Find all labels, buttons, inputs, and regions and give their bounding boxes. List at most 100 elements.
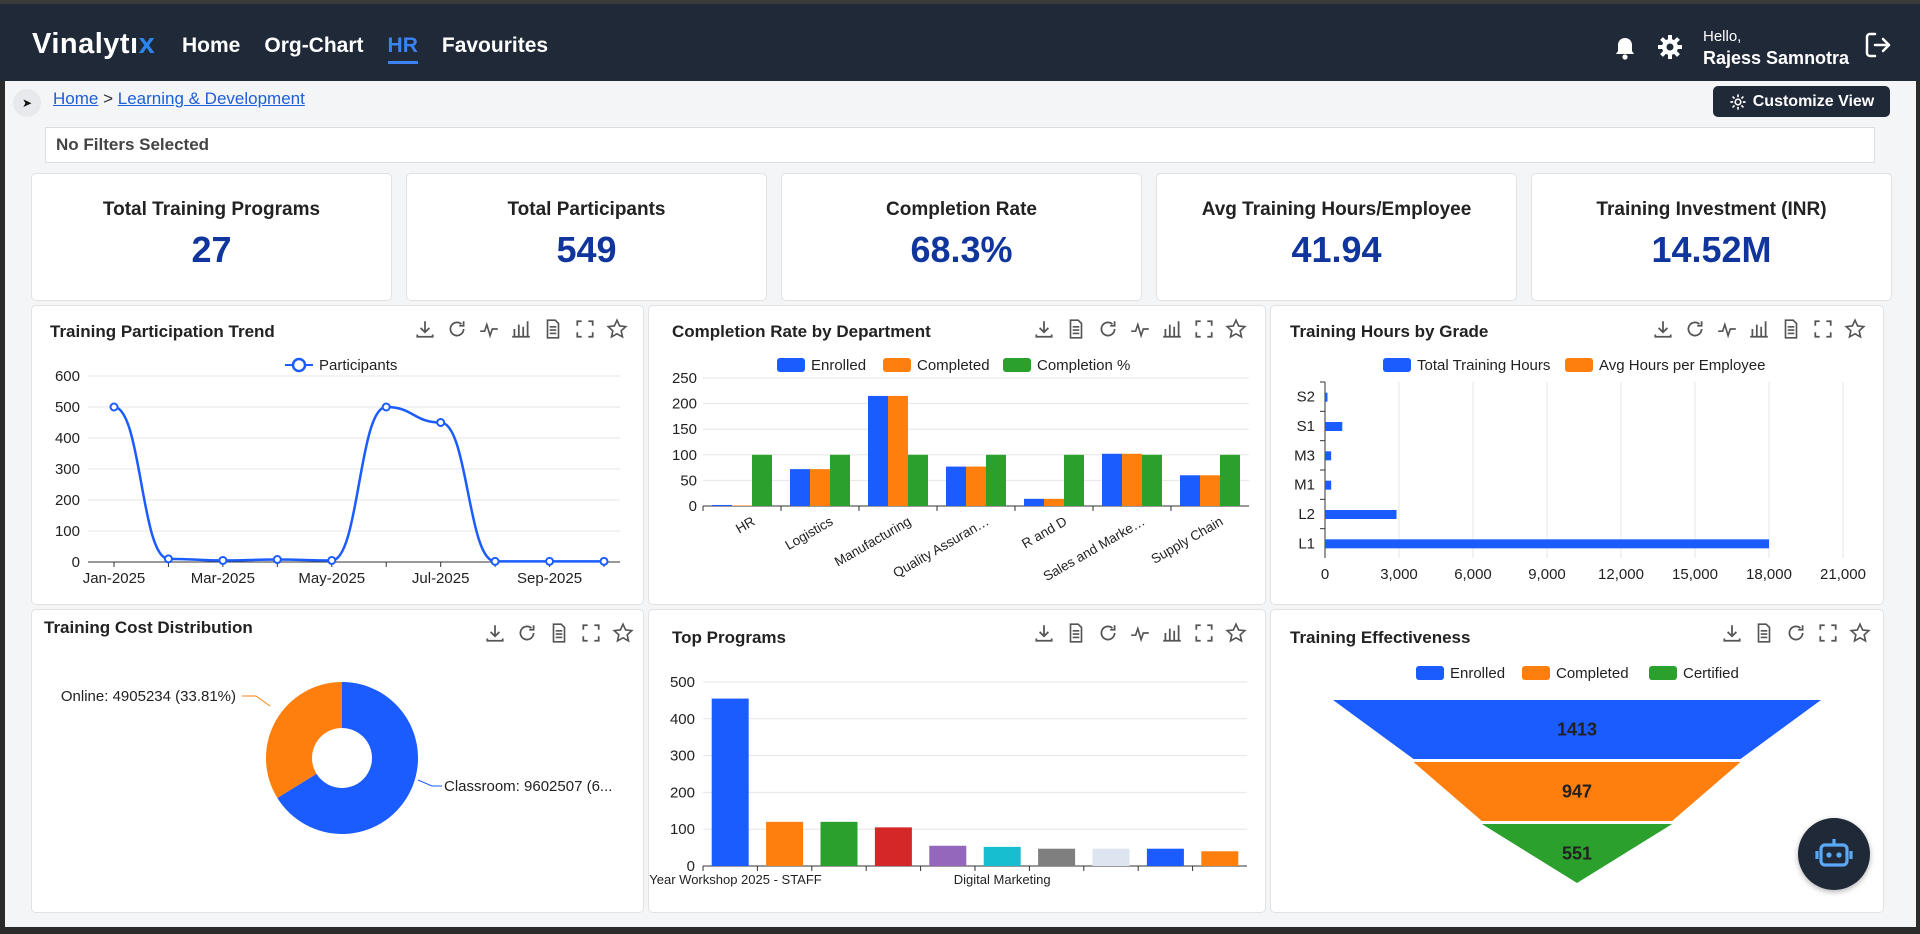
chatbot-launcher-button[interactable] xyxy=(1798,818,1870,890)
tick-label: 200 xyxy=(672,396,697,413)
tick-label: 150 xyxy=(672,421,697,438)
sidebar-toggle-button[interactable]: ➤ xyxy=(13,89,41,117)
favourite-star-icon[interactable] xyxy=(1844,318,1866,340)
bar-chart-icon[interactable] xyxy=(1161,318,1183,340)
top-programs-bar-chart: 0 100 200 300 400 500 d Year Workshop 2025 - S… xyxy=(649,674,1247,887)
bar-chart-icon[interactable] xyxy=(1161,622,1183,644)
chart-toolbar xyxy=(1721,622,1871,644)
legend-label: Completed xyxy=(1556,665,1629,682)
chart-card-top-programs: Top Programs 0 100 200 300 400 500 d Year Work… xyxy=(648,609,1266,913)
document-icon[interactable] xyxy=(548,622,570,644)
chart-title: Training Participation Trend xyxy=(50,322,275,341)
fullscreen-icon[interactable] xyxy=(1817,622,1839,644)
favourite-star-icon[interactable] xyxy=(1849,622,1871,644)
bar-chart-icon[interactable] xyxy=(1748,318,1770,340)
document-icon[interactable] xyxy=(542,318,564,340)
legend-swatch xyxy=(1522,666,1550,680)
funnel-stage xyxy=(1333,700,1821,759)
bar xyxy=(1200,475,1220,506)
breadcrumb-home-link[interactable]: Home xyxy=(53,89,99,108)
refresh-icon[interactable] xyxy=(446,318,468,340)
fullscreen-icon[interactable] xyxy=(580,622,602,644)
line-chart-icon[interactable] xyxy=(478,318,500,340)
chart-card-participation-trend: Training Participation Trend Participant… xyxy=(31,305,644,605)
bar xyxy=(929,845,967,866)
nav-hr[interactable]: HR xyxy=(387,34,418,64)
nav-home[interactable]: Home xyxy=(182,34,241,57)
document-icon[interactable] xyxy=(1065,318,1087,340)
bar xyxy=(712,504,732,506)
favourite-star-icon[interactable] xyxy=(612,622,634,644)
legend-label: Participants xyxy=(319,357,397,374)
category-label: S2 xyxy=(1297,389,1315,406)
download-icon[interactable] xyxy=(1721,622,1743,644)
bar xyxy=(1102,453,1122,506)
fullscreen-icon[interactable] xyxy=(1812,318,1834,340)
fullscreen-icon[interactable] xyxy=(1193,622,1215,644)
tick-label: 400 xyxy=(55,430,80,447)
bar-chart-icon[interactable] xyxy=(510,318,532,340)
legend-label: Enrolled xyxy=(1450,665,1505,682)
tick-label: Sep-2025 xyxy=(517,570,582,587)
fullscreen-icon[interactable] xyxy=(574,318,596,340)
download-icon[interactable] xyxy=(1652,318,1674,340)
fullscreen-icon[interactable] xyxy=(1193,318,1215,340)
favourite-star-icon[interactable] xyxy=(606,318,628,340)
customize-view-label: Customize View xyxy=(1752,92,1875,110)
data-point xyxy=(163,554,173,564)
bar xyxy=(874,827,912,866)
legend-label: Avg Hours per Employee xyxy=(1599,357,1765,374)
download-icon[interactable] xyxy=(1033,622,1055,644)
data-point xyxy=(436,418,446,427)
chart-title: Training Effectiveness xyxy=(1290,628,1471,647)
favourite-star-icon[interactable] xyxy=(1225,622,1247,644)
stage-value-label: 1413 xyxy=(1557,720,1597,740)
refresh-icon[interactable] xyxy=(1097,622,1119,644)
favourite-star-icon[interactable] xyxy=(1225,318,1247,340)
tick-label: 9,000 xyxy=(1528,566,1566,583)
category-label: R and D xyxy=(1019,513,1070,551)
download-icon[interactable] xyxy=(1033,318,1055,340)
bell-icon[interactable] xyxy=(1614,36,1636,65)
tick-label: 100 xyxy=(670,821,695,838)
nav-favourites[interactable]: Favourites xyxy=(441,34,549,57)
line-chart-icon[interactable] xyxy=(1129,622,1151,644)
bar xyxy=(820,821,858,866)
nav-org-chart[interactable]: Org-Chart xyxy=(264,34,364,57)
bar xyxy=(986,454,1006,506)
kpi-value: 27 xyxy=(191,229,232,270)
breadcrumb-current-link[interactable]: Learning & Development xyxy=(117,89,305,108)
tick-label: May-2025 xyxy=(298,570,365,587)
tick-label: 100 xyxy=(672,447,697,464)
grade-hours-bar-chart: Total Training Hours Avg Hours per Employ… xyxy=(1294,357,1866,583)
bar xyxy=(790,469,810,506)
document-icon[interactable] xyxy=(1753,622,1775,644)
refresh-icon[interactable] xyxy=(1097,318,1119,340)
download-icon[interactable] xyxy=(414,318,436,340)
chart-toolbar xyxy=(414,318,628,340)
app-logo[interactable]: Vinalytıx xyxy=(32,28,156,60)
user-greeting[interactable]: Hello, Rajess Samnotra xyxy=(1703,28,1849,69)
filter-bar[interactable]: No Filters Selected xyxy=(45,127,1875,163)
customize-view-button[interactable]: Customize View xyxy=(1713,86,1890,117)
refresh-icon[interactable] xyxy=(1785,622,1807,644)
document-icon[interactable] xyxy=(1780,318,1802,340)
logout-icon[interactable] xyxy=(1864,31,1892,64)
document-icon[interactable] xyxy=(1065,622,1087,644)
settings-gear-icon[interactable] xyxy=(1657,34,1683,65)
bar xyxy=(1024,498,1044,506)
download-icon[interactable] xyxy=(484,622,506,644)
chart-title: Training Cost Distribution xyxy=(44,618,253,637)
chart-toolbar xyxy=(1652,318,1866,340)
tick-label: 12,000 xyxy=(1598,566,1644,583)
effectiveness-funnel-chart: Enrolled Completed Certified 1413 947 551 xyxy=(1333,665,1821,883)
refresh-icon[interactable] xyxy=(1684,318,1706,340)
bar xyxy=(810,469,830,506)
line-chart-icon[interactable] xyxy=(1716,318,1738,340)
tick-label: 6,000 xyxy=(1454,566,1492,583)
line-chart-icon[interactable] xyxy=(1129,318,1151,340)
data-point xyxy=(381,402,391,412)
refresh-icon[interactable] xyxy=(516,622,538,644)
legend-swatch xyxy=(291,357,307,373)
tick-label: 200 xyxy=(55,492,80,509)
